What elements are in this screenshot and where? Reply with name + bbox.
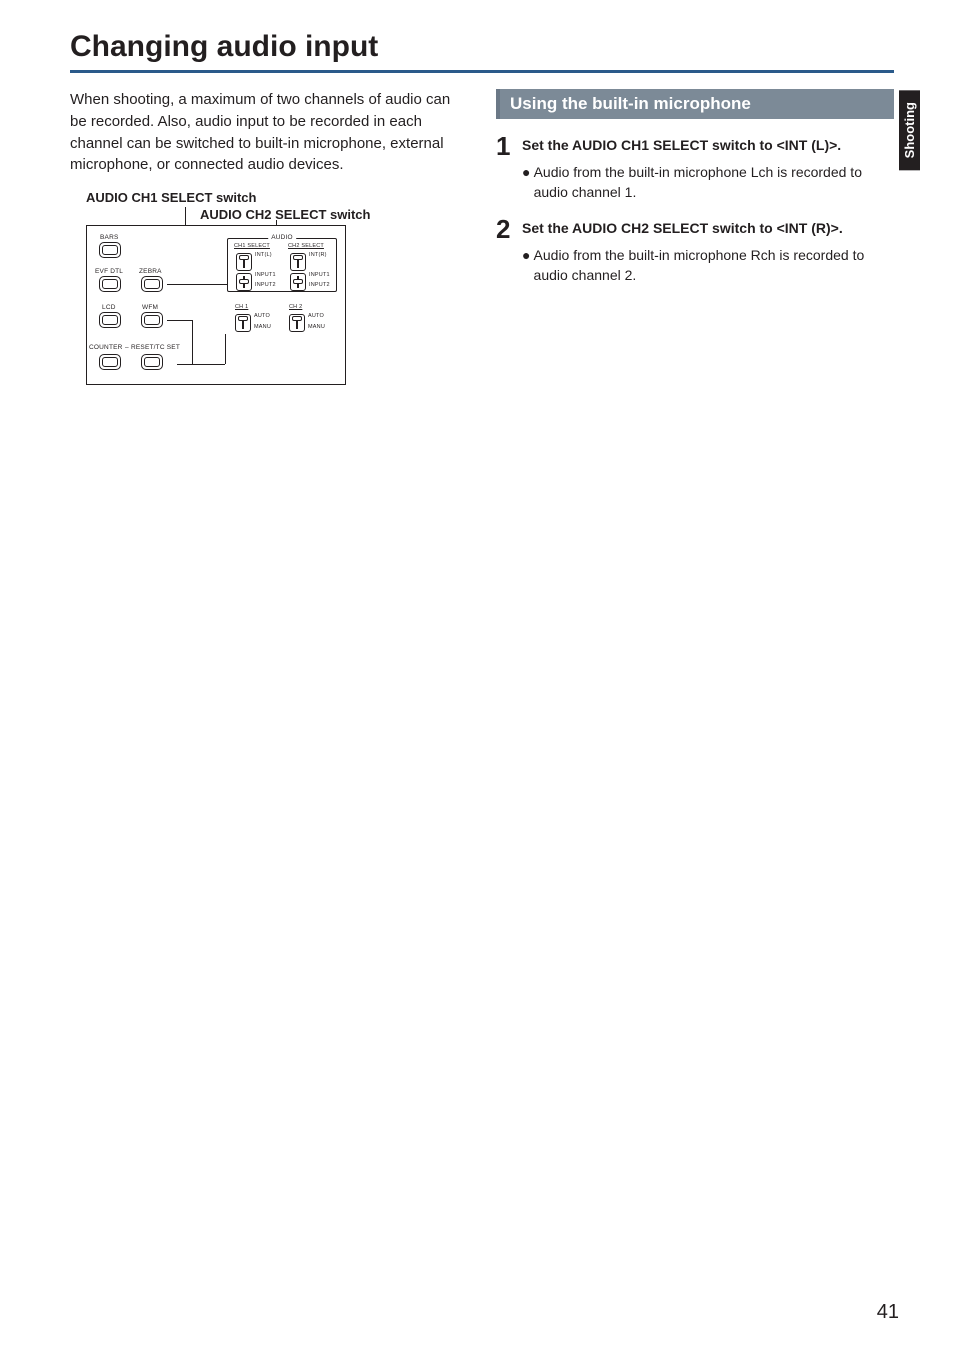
slider-icon [236,273,252,291]
slider-icon [236,253,252,271]
leader-line [177,364,225,365]
callout-line [185,207,186,225]
button-icon [99,312,121,328]
label-bars: BARS [100,234,119,241]
step-number: 1 [496,133,522,202]
section-header: Using the built-in microphone [496,89,894,119]
step-title: Set the AUDIO CH2 SELECT switch to <INT … [522,219,894,239]
page-title: Changing audio input [70,30,894,73]
left-column: When shooting, a maximum of two channels… [70,89,468,385]
button-icon [99,354,121,370]
label-auto: AUTO [308,313,324,319]
label-reset: RESET/TC SET [131,344,180,351]
label-evf-dtl: EVF DTL [95,268,123,275]
label-zebra: ZEBRA [139,268,162,275]
slider-icon [289,314,305,332]
audio-group-box: AUDIO CH1 SELECT CH2 SELECT INT(L) INT(R… [227,238,337,292]
step-bullet-text: Audio from the built-in microphone Rch i… [534,245,894,286]
side-tab: Shooting [899,90,920,170]
button-icon [141,312,163,328]
slider-icon [290,253,306,271]
label-input1: INPUT1 [255,272,276,278]
switch-1-callout-label: AUDIO CH1 SELECT switch [86,190,468,205]
label-input2: INPUT2 [255,282,276,288]
label-int-l: INT(L) [255,252,272,258]
content-columns: When shooting, a maximum of two channels… [70,89,894,385]
diagram-wrapper: BARS EVF DTL ZEBRA LCD WFM COUNTER – RES… [86,225,468,385]
button-icon [99,276,121,292]
label-manu: MANU [308,324,325,330]
step-2: 2 Set the AUDIO CH2 SELECT switch to <IN… [496,216,894,285]
page-number: 41 [877,1301,899,1324]
label-wfm: WFM [142,304,158,311]
label-lcd: LCD [102,304,116,311]
label-input2: INPUT2 [309,282,330,288]
step-bullet: ● Audio from the built-in microphone Rch… [522,245,894,286]
right-column: Using the built-in microphone 1 Set the … [496,89,894,385]
button-icon [141,354,163,370]
button-icon [99,242,121,258]
step-bullet: ● Audio from the built-in microphone Lch… [522,162,894,203]
label-ch2-select: CH2 SELECT [288,243,324,249]
slider-icon [235,314,251,332]
button-icon [141,276,163,292]
label-audio: AUDIO [268,234,296,241]
label-counter: COUNTER [89,344,123,351]
step-bullet-text: Audio from the built-in microphone Lch i… [534,162,894,203]
label-input1: INPUT1 [309,272,330,278]
label-ch1: CH 1 [235,304,248,310]
label-int-r: INT(R) [309,252,327,258]
step-number: 2 [496,216,522,285]
label-auto: AUTO [254,313,270,319]
leader-line [167,320,192,321]
label-manu: MANU [254,324,271,330]
leader-line [167,284,227,285]
label-ch2: CH 2 [289,304,302,310]
control-panel-diagram: BARS EVF DTL ZEBRA LCD WFM COUNTER – RES… [86,225,346,385]
leader-line [192,320,193,364]
label-ch1-select: CH1 SELECT [234,243,270,249]
step-1: 1 Set the AUDIO CH1 SELECT switch to <IN… [496,133,894,202]
intro-text: When shooting, a maximum of two channels… [70,89,468,176]
leader-line [225,334,226,364]
slider-icon [290,273,306,291]
switch-2-callout-label: AUDIO CH2 SELECT switch [200,207,468,222]
step-title: Set the AUDIO CH1 SELECT switch to <INT … [522,136,894,156]
